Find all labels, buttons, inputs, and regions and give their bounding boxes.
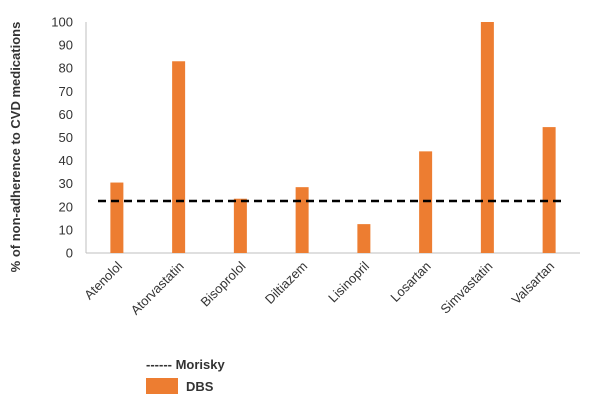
x-tick-label: Simvastatin <box>437 259 495 317</box>
y-tick-label: 10 <box>59 222 73 237</box>
y-tick-label: 90 <box>59 38 73 53</box>
y-tick-label: 100 <box>51 15 73 30</box>
y-tick-label: 70 <box>59 84 73 99</box>
bar-bisoprolol <box>233 198 247 253</box>
legend-dbs-label: DBS <box>186 379 214 394</box>
y-tick-label: 80 <box>59 61 73 76</box>
x-tick-label: Atorvastatin <box>128 259 187 318</box>
bar-valsartan <box>542 127 556 253</box>
bar-atenolol <box>110 182 124 253</box>
x-tick-label: Atenolol <box>81 258 125 302</box>
bar-lisinopril <box>357 224 371 253</box>
x-tick-label: Valsartan <box>508 259 557 308</box>
bar-simvastatin <box>480 22 494 253</box>
bar-atorvastatin <box>172 61 186 253</box>
x-tick-label: Bisoprolol <box>198 258 249 309</box>
y-axis-ticks: 0 10 20 30 40 50 60 70 80 90 100 <box>51 15 73 261</box>
bars <box>110 22 556 253</box>
y-tick-label: 40 <box>59 153 73 168</box>
x-tick-label: Diltiazem <box>262 259 310 307</box>
y-axis-label: % of non-adherence to CVD medications <box>8 22 23 273</box>
x-tick-label: Lisinopril <box>325 258 372 305</box>
y-tick-label: 30 <box>59 176 73 191</box>
y-tick-label: 60 <box>59 107 73 122</box>
bar-diltiazem <box>295 187 309 253</box>
y-tick-label: 20 <box>59 199 73 214</box>
y-tick-label: 50 <box>59 130 73 145</box>
legend-dbs-swatch <box>146 378 178 394</box>
x-axis-categories: Atenolol Atorvastatin Bisoprolol Diltiazem L… <box>81 258 557 317</box>
x-tick-label: Losartan <box>387 259 433 305</box>
legend: ------ Morisky DBS <box>146 357 225 394</box>
y-tick-label: 0 <box>66 246 73 261</box>
legend-morisky-label: ------ Morisky <box>146 357 225 372</box>
